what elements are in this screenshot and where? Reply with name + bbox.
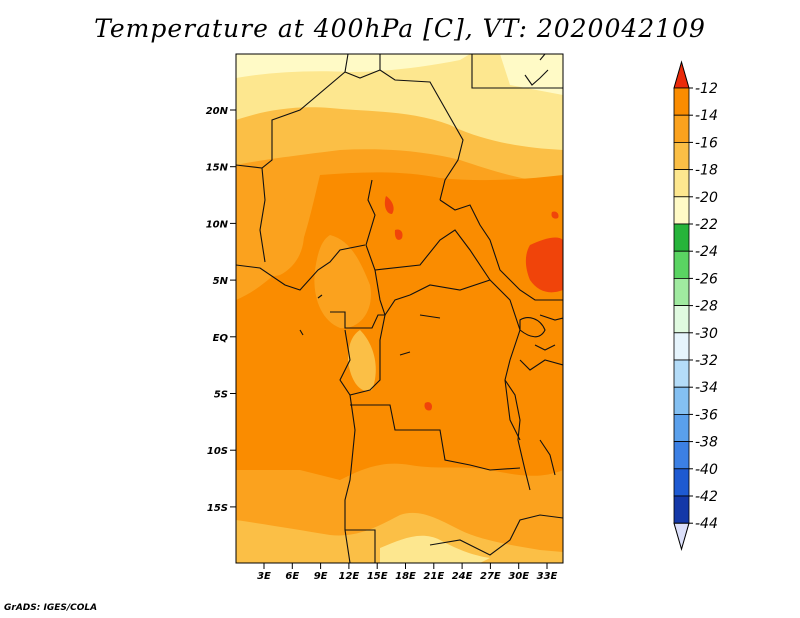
- colorbar-swatch: [673, 223, 690, 252]
- chart-title: Temperature at 400hPa [C], VT: 202004210…: [94, 14, 706, 43]
- lon-tick-label: 27E: [480, 571, 501, 582]
- colorbar-swatch: [673, 169, 690, 198]
- border-gabon-congo: [330, 311, 386, 396]
- border-niger-chad: [236, 69, 464, 201]
- border-drc-angola: [350, 404, 521, 471]
- lon-tick-label: 15E: [367, 571, 388, 582]
- country-borders: [236, 54, 563, 563]
- colorbar-swatch: [673, 441, 690, 470]
- colorbar-swatch: [673, 196, 690, 225]
- lon-tick-label: 12E: [339, 571, 360, 582]
- colorbar-swatch: [673, 468, 690, 497]
- field-band-14-central: [236, 172, 563, 480]
- lon-tick-label: 3E: [257, 571, 271, 582]
- colorbar: -12 -14 -16 -18 -20 -22 -24 -26 -28 -30 -32 -34 -36 -…: [673, 60, 718, 552]
- longitude-axis: 3E 6E 9E 12E 15E 18E 21E 24E 27E 30E 33E: [257, 563, 558, 582]
- lat-tick-label: EQ: [213, 333, 229, 344]
- field-patch-18-a: [348, 330, 376, 391]
- colorbar-swatch: [673, 305, 690, 334]
- colorbar-label: -32: [695, 353, 718, 369]
- colorbar-top-cap: [673, 60, 690, 89]
- border-drc-east: [409, 279, 521, 441]
- colorbar-label: -12: [695, 81, 718, 97]
- colorbar-label: -38: [695, 435, 718, 451]
- lon-tick-label: 30E: [508, 571, 529, 582]
- colorbar-swatch: [673, 386, 690, 415]
- colorbar-swatch: [673, 359, 690, 388]
- colorbar-label: -26: [695, 271, 718, 287]
- lon-tick-label: 6E: [285, 571, 299, 582]
- colorbar-swatch: [673, 413, 690, 442]
- lat-tick-label: 15N: [206, 163, 229, 174]
- colorbar-label: -28: [695, 299, 718, 315]
- lat-tick-label: 10S: [207, 446, 228, 457]
- colorbar-swatch: [673, 495, 690, 524]
- colorbar-label: -14: [695, 108, 718, 124]
- field-band-22-north: [236, 54, 563, 95]
- colorbar-label: -40: [695, 462, 718, 478]
- lon-tick-label: 21E: [423, 571, 444, 582]
- lat-tick-label: 15S: [207, 503, 228, 514]
- colorbar-swatch: [673, 277, 690, 306]
- field-spot-12-east: [525, 237, 563, 293]
- colorbar-label: -16: [695, 135, 718, 151]
- lon-tick-label: 24E: [452, 571, 473, 582]
- colorbar-swatch: [673, 250, 690, 279]
- lat-tick-label: 10N: [206, 219, 229, 230]
- colorbar-label: -20: [695, 190, 718, 206]
- lat-tick-label: 20N: [206, 106, 229, 117]
- colorbar-swatch: [673, 141, 690, 170]
- latitude-axis: 20N 15N 10N 5N EQ 5S 10S 15S: [206, 106, 236, 514]
- colorbar-swatch: [673, 87, 690, 116]
- field-spot-12-b: [551, 211, 559, 219]
- colorbar-label: -44: [695, 516, 718, 532]
- border-sudan: [439, 199, 563, 301]
- field-spot-12-a: [394, 229, 403, 240]
- colorbar-label: -18: [695, 163, 718, 179]
- border-namibia: [345, 529, 376, 563]
- river-marks: [299, 294, 441, 356]
- coast-angola: [344, 394, 356, 563]
- lake-tanganyika-nyasa: [504, 379, 556, 491]
- border-zambia-south: [429, 514, 563, 556]
- colorbar-label: -36: [695, 407, 718, 423]
- lat-tick-label: 5S: [214, 390, 228, 401]
- map-frame: [235, 53, 564, 564]
- lon-tick-label: 18E: [395, 571, 416, 582]
- colorbar-swatch: [673, 114, 690, 143]
- field-band-14-southwest: [236, 380, 340, 480]
- border-nigeria: [236, 244, 366, 291]
- lat-tick-label: 5N: [213, 276, 229, 287]
- colorbar-swatch: [673, 332, 690, 361]
- border-north: [344, 54, 563, 89]
- border-benin: [259, 167, 266, 263]
- field-patch-16-west: [236, 165, 304, 277]
- border-east-lakes: [519, 314, 563, 371]
- colorbar-label: -42: [695, 489, 718, 505]
- border-car: [365, 179, 491, 281]
- colorbar-label: -34: [695, 380, 718, 396]
- field-band-20-north: [236, 54, 563, 150]
- lon-tick-label: 33E: [537, 571, 558, 582]
- lon-tick-label: 9E: [314, 571, 328, 582]
- colorbar-label: -30: [695, 326, 718, 342]
- grads-credit: GrADS: IGES/COLA: [4, 603, 98, 613]
- colorbar-label: -22: [695, 217, 718, 233]
- temperature-field: [236, 54, 563, 563]
- field-spot-12-d: [384, 196, 394, 214]
- colorbar-label: -24: [695, 244, 718, 260]
- coast-red-sea: [524, 54, 549, 86]
- lake-victoria: [519, 317, 546, 338]
- field-spot-12-c: [424, 402, 433, 411]
- field-patch-16-a: [314, 235, 371, 329]
- colorbar-bottom-cap: [673, 522, 690, 552]
- field-band-20-south: [380, 535, 490, 563]
